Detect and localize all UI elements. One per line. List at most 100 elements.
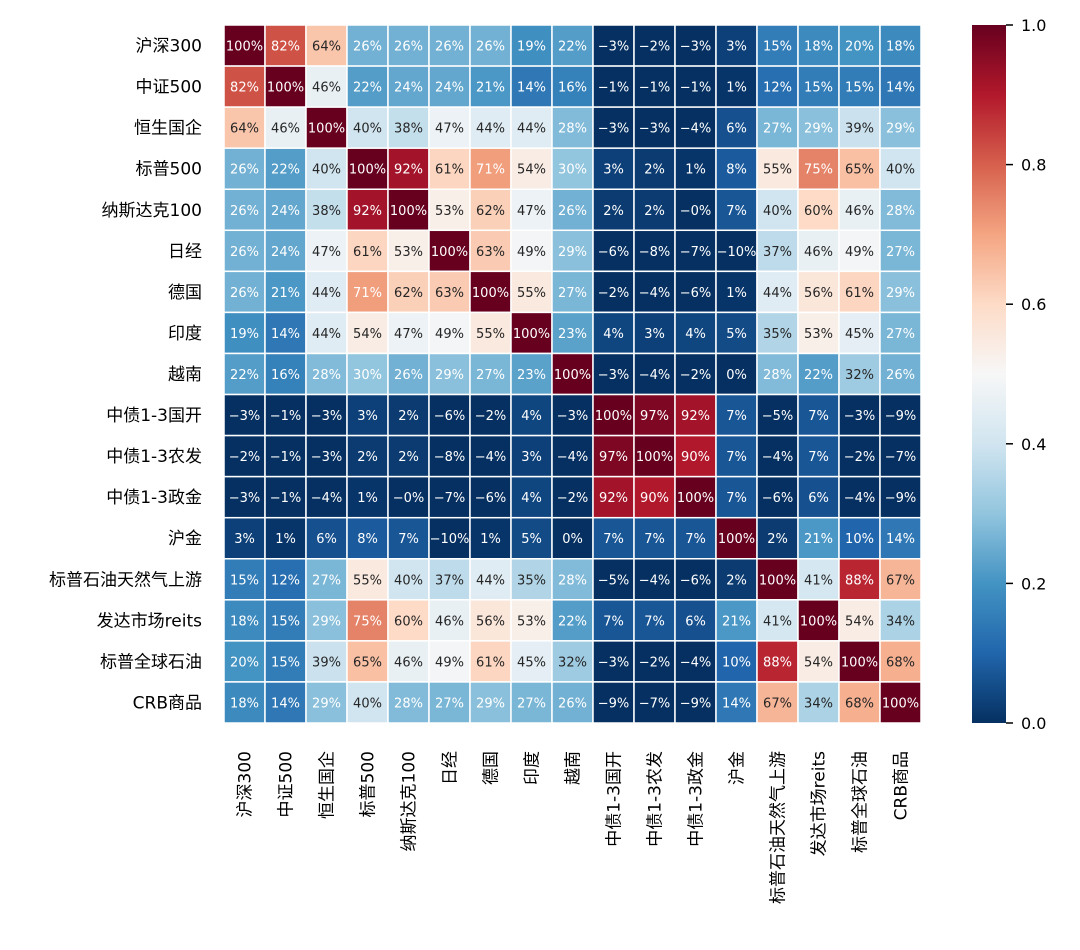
cell-value-label: 82% — [271, 40, 300, 55]
heatmap-cell — [264, 475, 307, 519]
cell-value-label: −2% — [844, 450, 876, 465]
heatmap-cell — [797, 393, 840, 437]
heatmap-cell — [264, 516, 307, 560]
cell-value-label: −2% — [639, 40, 671, 55]
heatmap-cell — [715, 558, 758, 601]
cell-value-label: 68% — [886, 655, 915, 670]
cell-value-label: −6% — [680, 286, 712, 301]
cell-value-label: 34% — [886, 614, 915, 629]
cell-value-label: 1% — [275, 532, 296, 547]
cell-value-label: 100% — [226, 40, 263, 55]
heatmap-cell — [879, 434, 922, 478]
cell-value-label: 2% — [398, 450, 419, 465]
heatmap-cell — [510, 311, 553, 355]
cell-value-label: −3% — [598, 368, 630, 383]
heatmap-cell — [223, 558, 266, 601]
heatmap-cell — [264, 311, 307, 355]
heatmap-cell — [715, 352, 758, 396]
heatmap-cell — [223, 640, 266, 683]
heatmap-cell — [797, 106, 840, 149]
cell-value-label: 32% — [558, 655, 587, 670]
cell-value-label: 14% — [271, 327, 300, 342]
cell-value-label: −1% — [270, 450, 302, 465]
heatmap-cell — [346, 681, 389, 724]
cell-value-label: 4% — [521, 491, 542, 506]
heatmap-cell — [756, 24, 799, 67]
heatmap-cell — [469, 311, 512, 355]
heatmap-cell — [305, 434, 348, 478]
cell-value-label: 46% — [312, 81, 341, 96]
heatmap-cell — [305, 147, 348, 190]
cell-value-label: 53% — [804, 327, 833, 342]
heatmap-cell — [510, 24, 553, 67]
cell-value-label: 0% — [562, 532, 583, 547]
row-label: 沪金 — [168, 529, 202, 549]
cell-value-label: 2% — [644, 204, 665, 219]
cell-value-label: 7% — [644, 532, 665, 547]
cell-value-label: −3% — [598, 40, 630, 55]
heatmap-cell — [633, 106, 676, 149]
heatmap-cell — [838, 147, 881, 190]
heatmap-cell — [305, 311, 348, 355]
cell-value-label: 41% — [763, 614, 792, 629]
heatmap-cell — [756, 270, 799, 314]
heatmap-cell — [592, 24, 635, 67]
heatmap-cell — [223, 311, 266, 355]
heatmap-cell — [551, 188, 594, 232]
heatmap-cell — [592, 475, 635, 519]
cell-value-label: 18% — [804, 40, 833, 55]
cell-value-label: 10% — [722, 655, 751, 670]
cell-value-label: 71% — [353, 286, 382, 301]
heatmap-cell — [387, 558, 430, 601]
cell-value-label: 32% — [845, 368, 874, 383]
cell-value-label: 2% — [767, 532, 788, 547]
cell-value-label: 47% — [517, 204, 546, 219]
cell-value-label: 7% — [726, 450, 747, 465]
cell-value-label: 54% — [353, 327, 382, 342]
column-label: 标普500 — [359, 751, 379, 817]
heatmap-cell — [387, 640, 430, 683]
cell-value-label: 44% — [517, 122, 546, 137]
cell-value-label: 61% — [435, 163, 464, 178]
cell-value-label: −9% — [598, 696, 630, 711]
cell-value-label: 92% — [599, 491, 628, 506]
cell-value-label: 24% — [271, 204, 300, 219]
colorbar-tick-label: 0.4 — [1021, 435, 1046, 454]
cell-value-label: 3% — [521, 450, 542, 465]
cell-value-label: 21% — [722, 614, 751, 629]
cell-value-label: 100% — [759, 573, 796, 588]
cell-value-label: 71% — [476, 163, 505, 178]
cell-value-label: 39% — [312, 655, 341, 670]
cell-value-label: −0% — [680, 204, 712, 219]
heatmap-cell — [428, 24, 471, 67]
heatmap-cell — [346, 188, 389, 232]
column-label: 印度 — [523, 751, 543, 785]
cell-value-label: 7% — [726, 204, 747, 219]
cell-value-label: 68% — [845, 696, 874, 711]
cell-value-label: 4% — [685, 327, 706, 342]
colorbar-ticks: 0.0 0.2 0.4 0.6 0.8 1.0 — [1006, 16, 1046, 733]
cell-value-label: −4% — [639, 286, 671, 301]
cell-value-label: 38% — [312, 204, 341, 219]
cell-value-label: −3% — [598, 122, 630, 137]
cell-value-label: −8% — [639, 245, 671, 260]
cell-value-label: 7% — [603, 532, 624, 547]
cell-value-label: −6% — [762, 491, 794, 506]
cell-value-label: −4% — [680, 655, 712, 670]
cell-value-label: 5% — [521, 532, 542, 547]
cell-value-label: 67% — [763, 696, 792, 711]
cell-value-label: −4% — [557, 450, 589, 465]
cell-value-label: 75% — [804, 163, 833, 178]
cell-value-label: 44% — [312, 327, 341, 342]
cell-value-label: 26% — [558, 204, 587, 219]
cell-value-label: 54% — [517, 163, 546, 178]
heatmap-cell — [756, 352, 799, 396]
row-label: 日经 — [168, 242, 202, 262]
heatmap-cell — [674, 681, 717, 724]
heatmap-cell — [674, 516, 717, 560]
cell-value-label: 47% — [312, 245, 341, 260]
cell-value-label: 26% — [230, 204, 259, 219]
heatmap-cell — [592, 65, 635, 108]
row-label: 发达市场reits — [97, 611, 202, 631]
heatmap-cell — [428, 516, 471, 560]
